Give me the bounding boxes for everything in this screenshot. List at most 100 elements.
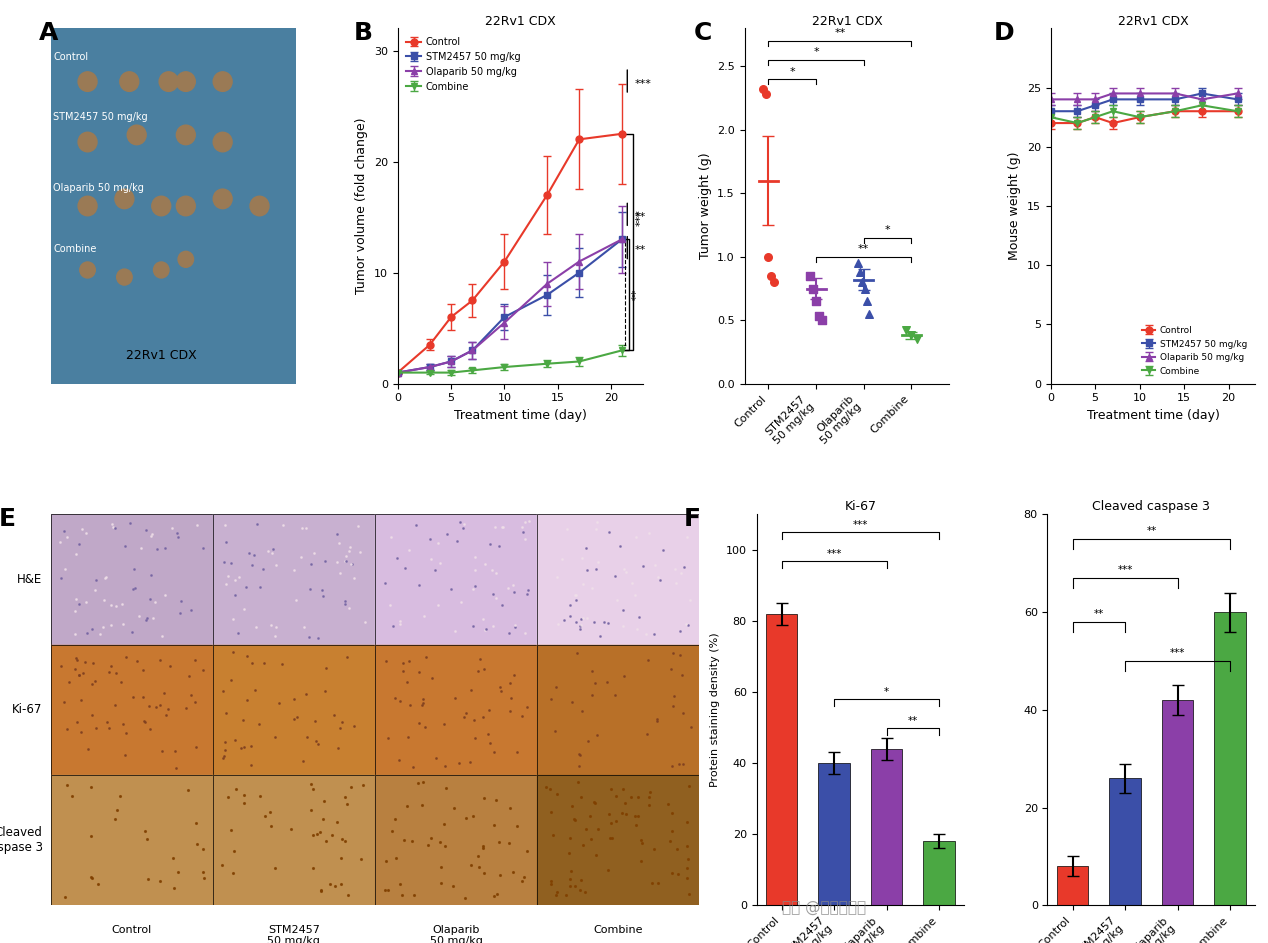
Bar bbox=[375, 645, 538, 775]
Bar bbox=[51, 645, 213, 775]
Ellipse shape bbox=[213, 132, 232, 152]
Bar bbox=[818, 763, 850, 905]
Text: 22Rv1 CDX: 22Rv1 CDX bbox=[126, 349, 197, 362]
Point bbox=[848, 256, 869, 271]
Point bbox=[860, 306, 880, 322]
Text: *: * bbox=[885, 225, 890, 235]
Point bbox=[758, 249, 779, 264]
Text: Combine: Combine bbox=[53, 243, 96, 254]
Point bbox=[809, 309, 829, 324]
Bar bbox=[51, 775, 213, 905]
Bar bbox=[538, 514, 699, 645]
Text: Combine: Combine bbox=[593, 925, 643, 935]
Ellipse shape bbox=[79, 72, 98, 91]
Text: ***: *** bbox=[853, 521, 869, 530]
Legend: Control, STM2457 50 mg/kg, Olaparib 50 mg/kg, Combine: Control, STM2457 50 mg/kg, Olaparib 50 m… bbox=[402, 33, 525, 95]
Title: 22Rv1 CDX: 22Rv1 CDX bbox=[486, 15, 555, 28]
Point bbox=[895, 323, 915, 338]
Point bbox=[907, 332, 927, 347]
Text: F: F bbox=[683, 506, 701, 531]
Text: **: ** bbox=[834, 28, 846, 39]
Text: B: B bbox=[354, 21, 373, 45]
Title: Cleaved caspase 3: Cleaved caspase 3 bbox=[1093, 500, 1211, 513]
Title: 22Rv1 CDX: 22Rv1 CDX bbox=[1117, 15, 1188, 28]
Bar bbox=[538, 514, 699, 645]
Text: **: ** bbox=[635, 245, 645, 256]
Bar bbox=[375, 775, 538, 905]
Bar bbox=[1058, 867, 1088, 905]
Ellipse shape bbox=[117, 269, 132, 285]
Ellipse shape bbox=[213, 190, 232, 208]
Bar bbox=[538, 775, 699, 905]
Text: **: ** bbox=[858, 244, 870, 255]
Text: D: D bbox=[993, 21, 1014, 45]
Bar bbox=[538, 645, 699, 775]
Ellipse shape bbox=[79, 132, 98, 152]
Bar bbox=[213, 514, 375, 645]
Text: **: ** bbox=[1146, 526, 1156, 537]
Text: Control: Control bbox=[53, 52, 89, 61]
Point bbox=[765, 274, 785, 290]
Y-axis label: Mouse weight (g): Mouse weight (g) bbox=[1008, 152, 1021, 260]
Text: Cleaved
caspase 3: Cleaved caspase 3 bbox=[0, 826, 43, 854]
Text: *: * bbox=[813, 47, 819, 58]
Bar bbox=[1161, 700, 1193, 905]
Text: 知乎 @易基因科技: 知乎 @易基因科技 bbox=[782, 900, 866, 915]
Point bbox=[761, 268, 781, 283]
Bar bbox=[213, 775, 375, 905]
Ellipse shape bbox=[153, 262, 169, 278]
Ellipse shape bbox=[178, 252, 194, 267]
Bar bbox=[375, 775, 538, 905]
Bar bbox=[538, 645, 699, 775]
Text: ***: *** bbox=[1170, 649, 1186, 658]
Text: **: ** bbox=[908, 716, 918, 726]
Bar bbox=[1215, 612, 1246, 905]
Text: STM2457 50 mg/kg: STM2457 50 mg/kg bbox=[53, 112, 148, 123]
Text: A: A bbox=[38, 21, 58, 45]
Text: *: * bbox=[884, 687, 889, 698]
Ellipse shape bbox=[176, 196, 195, 216]
Ellipse shape bbox=[79, 196, 98, 216]
Bar bbox=[766, 614, 798, 905]
Text: Control: Control bbox=[112, 925, 152, 935]
Text: ***: *** bbox=[635, 79, 652, 89]
Title: Ki-67: Ki-67 bbox=[844, 500, 876, 513]
Text: ***: *** bbox=[827, 549, 842, 559]
Point bbox=[850, 264, 870, 279]
Bar bbox=[375, 514, 538, 645]
Text: ***: *** bbox=[635, 208, 645, 225]
Bar bbox=[871, 749, 903, 905]
Bar bbox=[51, 514, 213, 645]
Ellipse shape bbox=[120, 72, 138, 91]
Text: **: ** bbox=[635, 212, 645, 223]
Y-axis label: Protein staining density (%): Protein staining density (%) bbox=[710, 633, 720, 787]
Point bbox=[803, 281, 823, 296]
Bar bbox=[375, 645, 538, 775]
Ellipse shape bbox=[176, 72, 195, 91]
Ellipse shape bbox=[152, 196, 171, 216]
Point bbox=[852, 274, 872, 290]
Y-axis label: Tumor weight (g): Tumor weight (g) bbox=[699, 153, 711, 259]
Text: ***: *** bbox=[1117, 566, 1132, 575]
Ellipse shape bbox=[127, 125, 146, 144]
Point bbox=[855, 281, 875, 296]
Bar bbox=[375, 514, 538, 645]
Text: **: ** bbox=[1094, 609, 1104, 620]
Text: C: C bbox=[694, 21, 711, 45]
Ellipse shape bbox=[176, 125, 195, 144]
Ellipse shape bbox=[250, 196, 269, 216]
Point bbox=[806, 293, 827, 308]
Text: Olaparib
50 mg/kg: Olaparib 50 mg/kg bbox=[430, 925, 482, 943]
Text: *: * bbox=[790, 67, 795, 76]
Ellipse shape bbox=[213, 72, 232, 91]
Bar bbox=[213, 775, 375, 905]
Bar bbox=[213, 514, 375, 645]
Point bbox=[857, 293, 877, 308]
Text: Olaparib 50 mg/kg: Olaparib 50 mg/kg bbox=[53, 183, 145, 193]
Point bbox=[812, 313, 832, 328]
Bar bbox=[51, 775, 213, 905]
Bar bbox=[51, 645, 213, 775]
Bar bbox=[1110, 778, 1141, 905]
Point bbox=[902, 328, 922, 343]
Text: H&E: H&E bbox=[18, 573, 43, 586]
